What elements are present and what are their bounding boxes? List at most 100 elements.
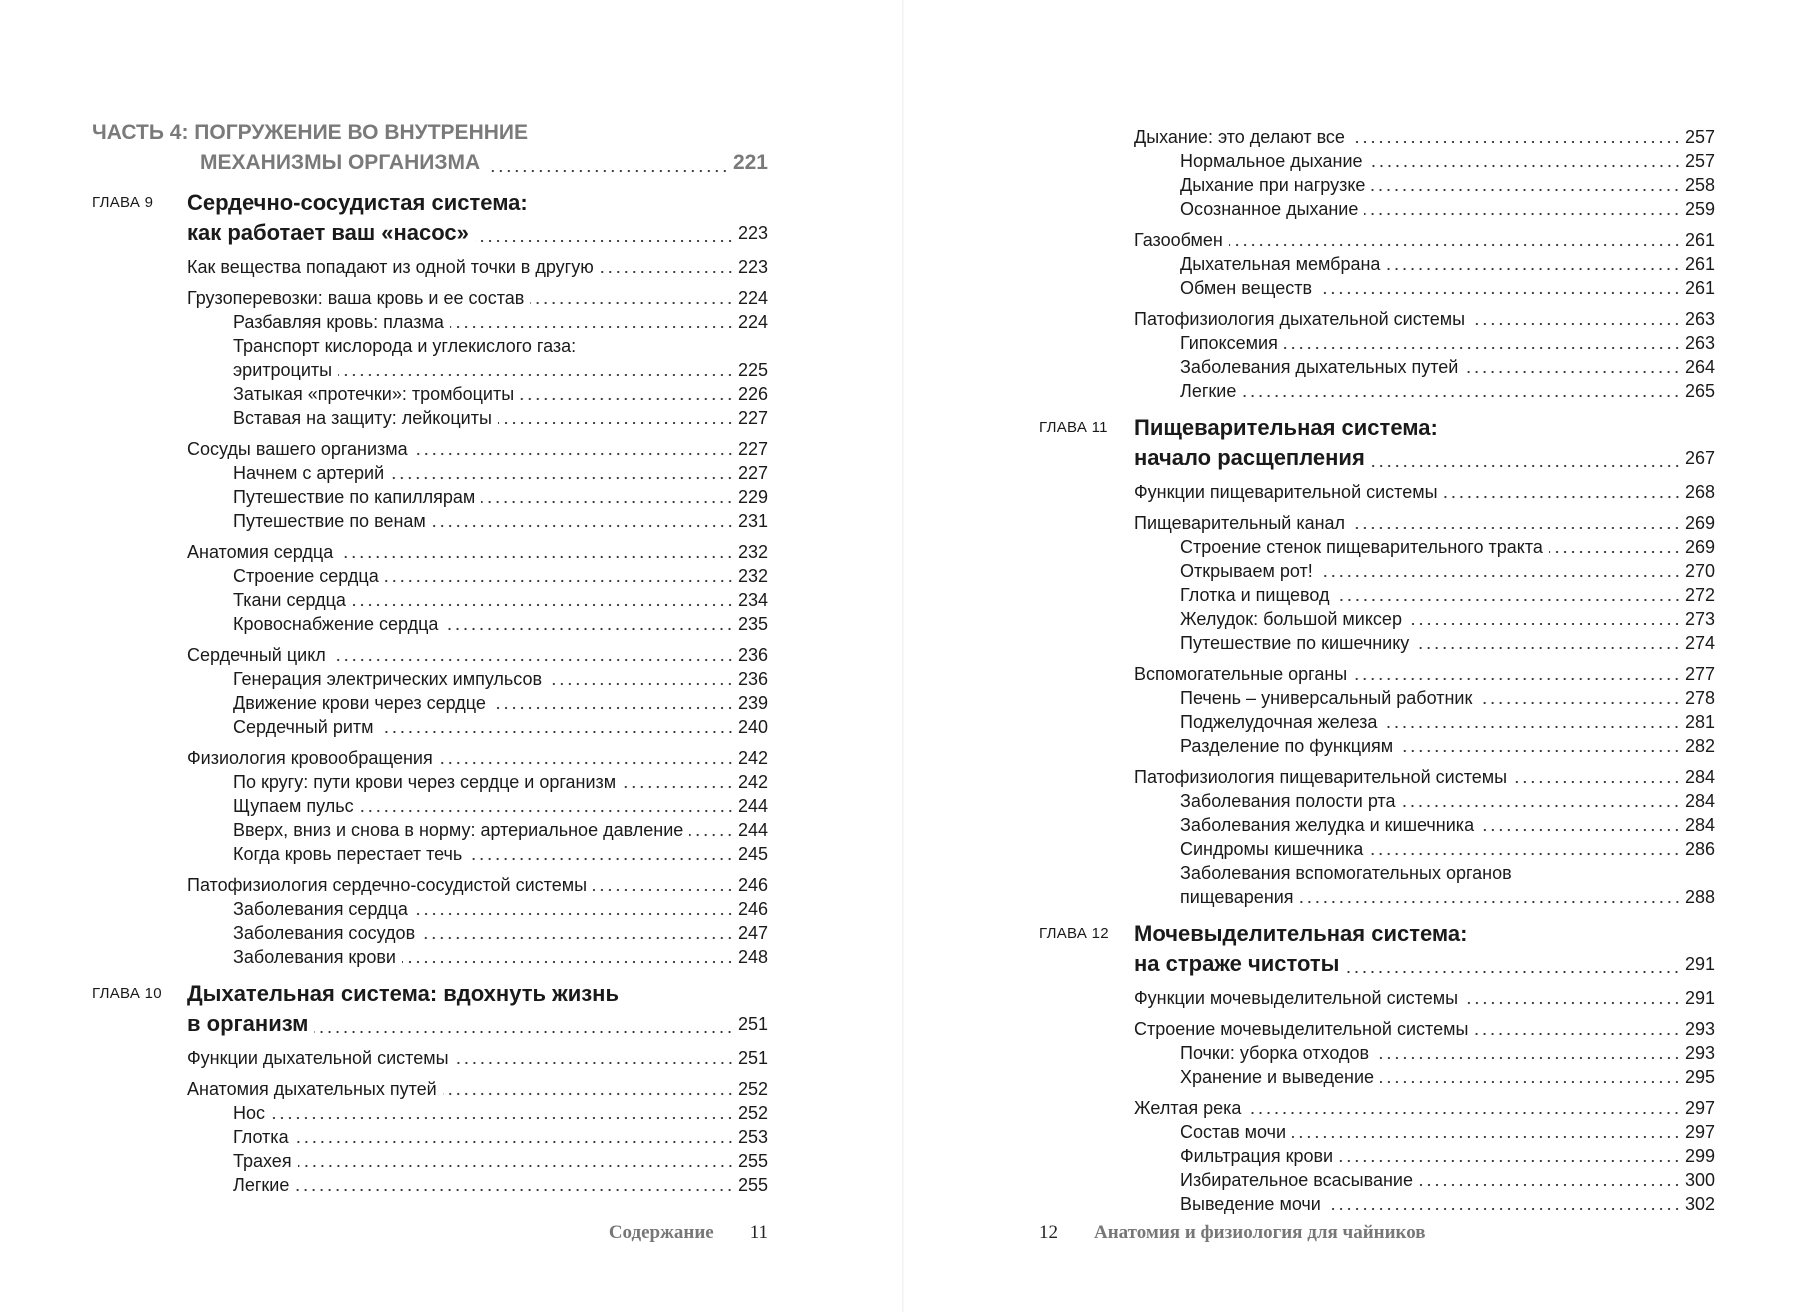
toc-subsection-row[interactable]: Сердечный ритм 240 [92,715,768,739]
toc-subsection-row[interactable]: эритроциты 225 [92,358,768,382]
dot-leader [548,668,734,686]
page-number: 242 [737,772,768,792]
toc-subsection-row[interactable]: Вверх, вниз и снова в норму: артериально… [92,818,768,842]
dot-leader [331,644,734,662]
dot-leader [1383,711,1681,729]
toc-subsection-row[interactable]: Синдромы кишечника 286 [1039,837,1715,861]
toc-section-text: Физиология кровообращения [187,748,433,768]
toc-subsection-row[interactable]: Заболевания сосудов 247 [92,921,768,945]
toc-subsection-row[interactable]: Трахея 255 [92,1149,768,1173]
chapter-title-row[interactable]: начало расщепления 267 [1039,443,1715,473]
toc-section-text: Функции дыхательной системы [187,1048,449,1068]
page-number: 252 [737,1103,768,1123]
toc-subsection-row[interactable]: пищеварения 288 [1039,885,1715,909]
toc-subsection-row[interactable]: Обмен веществ 261 [1039,276,1715,300]
toc-subsection-row[interactable]: Путешествие по кишечнику 274 [1039,631,1715,655]
toc-subsection-row[interactable]: Состав мочи 297 [1039,1120,1715,1144]
toc-section-row[interactable]: Вспомогательные органы 277 [1039,662,1715,686]
toc-subsection-row[interactable]: Фильтрация крови 299 [1039,1144,1715,1168]
chapter-heading: ГЛАВА 11 Пищеварительная система: начало р… [1039,413,1715,473]
toc-subsection-row[interactable]: Разбавляя кровь: плазма 224 [92,310,768,334]
toc-subsection-text: Движение крови через сердце [233,693,486,713]
chapter-title-row[interactable]: на страже чистоты 291 [1039,949,1715,979]
chapter-title-row[interactable]: как работает ваш «насос» 223 [92,218,768,248]
chapter-title-text: начало расщепления [1134,445,1365,470]
toc-section-row[interactable]: Патофизиология дыхательной системы 263 [1039,307,1715,331]
toc-subsection-row[interactable]: Щупаем пульс 244 [92,794,768,818]
dot-leader [1368,150,1681,168]
part-title-row[interactable]: МЕХАНИЗМЫ ОРГАНИЗМА 221 [92,148,768,178]
toc-subsection-row[interactable]: Выведение мочи 302 [1039,1192,1715,1216]
toc-subsection-text: Легкие [233,1175,290,1195]
toc-section-row[interactable]: Грузоперевозки: ваша кровь и ее состав 22… [92,286,768,310]
toc-subsection-text: Состав мочи [1180,1122,1287,1142]
dot-leader [431,510,734,528]
toc-section-row[interactable]: Физиология кровообращения 242 [92,746,768,770]
toc-subsection-row[interactable]: Заболевания полости рта 284 [1039,789,1715,813]
toc-subsection-row[interactable]: Легкие 255 [92,1173,768,1197]
toc-subsection-row[interactable]: Почки: уборка отходов 293 [1039,1041,1715,1065]
toc-subsection-row[interactable]: Поджелудочная железа 281 [1039,710,1715,734]
toc-subsection-row[interactable]: Заболевания сердца 246 [92,897,768,921]
dot-leader [442,1078,734,1096]
toc-subsection-row[interactable]: Кровоснабжение сердца 235 [92,612,768,636]
toc-subsection-row[interactable]: Строение сердца 232 [92,564,768,588]
dot-leader [1351,512,1681,530]
toc-section-row[interactable]: Патофизиология сердечно-сосудистой систе… [92,873,768,897]
toc-subsection-text: Начнем с артерий [233,463,385,483]
toc-section-row[interactable]: Как вещества попадают из одной точки в д… [92,255,768,279]
toc-subsection-row[interactable]: Глотка и пищевод 272 [1039,583,1715,607]
toc-subsection-row[interactable]: Вставая на защиту: лейкоциты 227 [92,406,768,430]
toc-section-row[interactable]: Строение мочевыделительной системы 293 [1039,1017,1715,1041]
toc-subsection-row[interactable]: По кругу: пути крови через сердце и орга… [92,770,768,794]
toc-subsection-text: Легкие [1180,381,1237,401]
page-number: 269 [1684,537,1715,557]
toc-subsection-row[interactable]: Путешествие по капиллярам 229 [92,485,768,509]
toc-subsection-row[interactable]: Заболевания дыхательных путей 264 [1039,355,1715,379]
toc-section-row[interactable]: Анатомия сердца 232 [92,540,768,564]
toc-subsection-text: Желудок: большой миксер [1180,609,1402,629]
toc-subsection-row[interactable]: Легкие 265 [1039,379,1715,403]
toc-subsection-row[interactable]: Нормальное дыхание 257 [1039,149,1715,173]
toc-subsection-row[interactable]: Начнем с артерий 227 [92,461,768,485]
page-number: 251 [737,1014,768,1034]
toc-subsection-row[interactable]: Разделение по функциям 282 [1039,734,1715,758]
toc-section-row[interactable]: Сердечный цикл 236 [92,643,768,667]
toc-subsection-row[interactable]: Генерация электрических импульсов 236 [92,667,768,691]
toc-subsection-row[interactable]: Избирательное всасывание 300 [1039,1168,1715,1192]
toc-section-row[interactable]: Анатомия дыхательных путей 252 [92,1077,768,1101]
toc-subsection-row[interactable]: Дыхание при нагрузке 258 [1039,173,1715,197]
toc-subsection-row[interactable]: Когда кровь перестает течь 245 [92,842,768,866]
toc-subsection-row[interactable]: Заболевания крови 248 [92,945,768,969]
dot-leader [1353,663,1681,681]
toc-section-row[interactable]: Пищеварительный канал 269 [1039,511,1715,535]
toc-subsection-row[interactable]: Глотка 253 [92,1125,768,1149]
toc-section-row[interactable]: Дыхание: это делают все 257 [1039,125,1715,149]
toc-subsection-row[interactable]: Заболевания желудка и кишечника 284 [1039,813,1715,837]
toc-subsection-row[interactable]: Дыхательная мембрана 261 [1039,252,1715,276]
toc-subsection-row[interactable]: Затыкая «протечки»: тромбоциты 226 [92,382,768,406]
toc-subsection-row[interactable]: Печень – универсальный работник 278 [1039,686,1715,710]
toc-subsection-row[interactable]: Строение стенок пищеварительного тракта 2… [1039,535,1715,559]
toc-section-row[interactable]: Функции мочевыделительной системы 291 [1039,986,1715,1010]
toc-subsection-row[interactable]: Осознанное дыхание 259 [1039,197,1715,221]
toc-section-row[interactable]: Газообмен 261 [1039,228,1715,252]
toc-subsection-row[interactable]: Нос 252 [92,1101,768,1125]
toc-subsection-row[interactable]: Хранение и выведение 295 [1039,1065,1715,1089]
toc-subsection-row[interactable]: Путешествие по венам 231 [92,509,768,533]
toc-subsection-row[interactable]: Открываем рот! 270 [1039,559,1715,583]
toc-subsection-row[interactable]: Желудок: большой миксер 273 [1039,607,1715,631]
toc-subsection-row[interactable]: Движение крови через сердце 239 [92,691,768,715]
toc-subsection-text: Поджелудочная железа [1180,712,1378,732]
toc-section-row[interactable]: Желтая река 297 [1039,1096,1715,1120]
toc-section-row[interactable]: Патофизиология пищеварительной системы 28… [1039,765,1715,789]
dot-leader [271,1102,734,1120]
toc-section-row[interactable]: Функции дыхательной системы 251 [92,1046,768,1070]
toc-subsection-row[interactable]: Гипоксемия 263 [1039,331,1715,355]
toc-section-row[interactable]: Сосуды вашего организма 227 [92,437,768,461]
toc-subsection-text: Осознанное дыхание [1180,199,1359,219]
toc-subsection-row[interactable]: Ткани сердца 234 [92,588,768,612]
chapter-title-row[interactable]: в организм 251 [92,1009,768,1039]
dot-leader [1375,1042,1681,1060]
toc-section-row[interactable]: Функции пищеварительной системы 268 [1039,480,1715,504]
